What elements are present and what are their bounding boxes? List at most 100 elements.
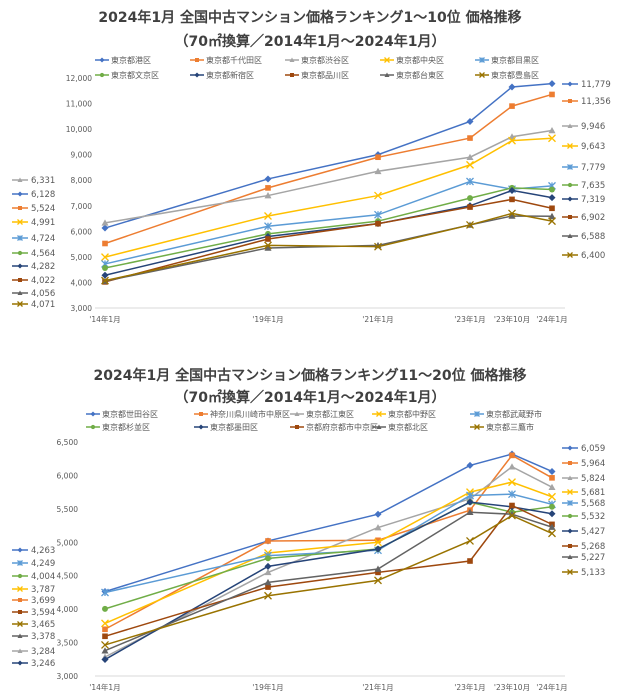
start-value-label: 3,465 [31, 620, 55, 630]
end-value-label: 5,268 [581, 542, 605, 552]
marker-square [549, 205, 555, 212]
marker-x [548, 529, 556, 538]
marker-square [549, 475, 555, 481]
x-tick-label: '14年1月 [89, 314, 120, 324]
marker-star [567, 500, 573, 506]
marker-x [374, 538, 382, 547]
marker-triangle [264, 244, 272, 251]
start-value-label: 4,564 [31, 249, 55, 259]
marker-triangle [17, 177, 23, 182]
series-4: 東京都中央区 4,991 9,643 [12, 55, 605, 262]
y-tick-label: 11,000 [66, 100, 92, 109]
marker-triangle [17, 648, 23, 653]
y-tick-label: 5,500 [57, 505, 79, 514]
marker-x [567, 252, 573, 258]
marker-square [467, 558, 473, 564]
end-value-label: 6,588 [581, 232, 605, 242]
chart-2: 2024年1月 全国中古マンション価格ランキング11～20位 価格推移 （70㎡換… [12, 367, 605, 692]
series-line [104, 129, 553, 224]
y-tick-label: 4,500 [57, 572, 79, 581]
marker-circle [99, 72, 105, 78]
legend-label: 東京都渋谷区 [301, 55, 349, 65]
end-value-label: 11,356 [581, 97, 611, 107]
end-value-label: 5,964 [581, 459, 605, 469]
marker-triangle [508, 463, 516, 470]
y-tick-label: 6,000 [57, 471, 79, 480]
legend-label: 東京都新宿区 [206, 70, 254, 80]
marker-diamond [17, 547, 23, 553]
marker-x [548, 492, 556, 501]
marker-diamond [17, 263, 23, 269]
legend-label: 東京都台東区 [396, 70, 444, 80]
marker-triangle [508, 510, 516, 518]
series-1: 東京都世田谷区 4,263 6,059 [12, 409, 605, 596]
marker-diamond [374, 545, 382, 553]
y-tick-label: 3,500 [57, 639, 79, 648]
series-line [104, 493, 553, 594]
y-tick-label: 5,000 [71, 253, 93, 262]
series-line [104, 504, 553, 638]
marker-x [567, 569, 573, 575]
marker-diamond [567, 445, 573, 451]
marker-diamond [99, 57, 105, 63]
marker-x [264, 241, 272, 250]
end-value-label: 5,568 [581, 499, 605, 509]
series-2: 神奈川県川崎市中原区 3,699 5,964 [12, 409, 605, 633]
marker-x [374, 191, 382, 200]
marker-triangle [264, 568, 272, 576]
legend-label: 東京都杉並区 [102, 422, 150, 432]
marker-square [568, 215, 572, 219]
start-value-label: 5,524 [31, 204, 55, 214]
marker-triangle [374, 167, 382, 175]
series-line [104, 93, 553, 245]
chart-subtitle: （70㎡換算／2014年1月～2024年1月） [175, 389, 446, 406]
end-value-label: 5,133 [581, 568, 605, 578]
start-value-label: 3,787 [31, 585, 55, 595]
marker-triangle [376, 424, 382, 429]
marker-diamond [567, 81, 573, 87]
marker-triangle [289, 57, 295, 62]
series-10: 東京都三鷹市 3,465 5,133 [12, 422, 605, 649]
marker-star [374, 210, 382, 219]
y-tick-label: 3,000 [71, 304, 93, 313]
y-tick-label: 9,000 [71, 151, 93, 160]
marker-square [102, 626, 108, 633]
x-tick-label: '14年1月 [89, 682, 120, 692]
marker-x [374, 242, 382, 251]
marker-x [508, 511, 516, 520]
series-line [104, 212, 553, 282]
start-value-label: 4,022 [31, 276, 55, 286]
series-1: 東京都港区 6,128 11,779 [12, 55, 611, 232]
marker-triangle [548, 483, 556, 490]
end-value-label: 9,946 [581, 122, 605, 132]
marker-x [479, 72, 485, 78]
y-tick-label: 5,000 [57, 538, 79, 547]
marker-diamond [548, 467, 556, 475]
start-value-label: 4,249 [31, 559, 55, 569]
marker-x [466, 160, 474, 169]
marker-circle [549, 186, 555, 193]
marker-star [17, 235, 23, 241]
end-value-label: 5,681 [581, 488, 605, 498]
marker-square [568, 99, 572, 103]
marker-x [508, 209, 516, 218]
marker-circle [265, 555, 271, 562]
series-8: 東京都品川区 4,022 6,902 [12, 70, 605, 286]
marker-x [17, 301, 23, 307]
end-value-label: 7,779 [581, 163, 605, 173]
y-tick-label: 3,000 [57, 672, 79, 681]
marker-circle [17, 250, 23, 256]
start-value-label: 6,128 [31, 190, 55, 200]
end-value-label: 7,635 [581, 181, 605, 191]
marker-star [17, 560, 23, 566]
marker-star [474, 411, 480, 417]
end-value-label: 7,319 [581, 195, 605, 205]
marker-x [548, 134, 556, 143]
marker-triangle [466, 153, 474, 161]
series-line [104, 453, 553, 593]
x-tick-label: '19年1月 [252, 682, 283, 692]
x-tick-label: '23年1月 [454, 682, 485, 692]
start-value-label: 4,056 [31, 289, 55, 299]
